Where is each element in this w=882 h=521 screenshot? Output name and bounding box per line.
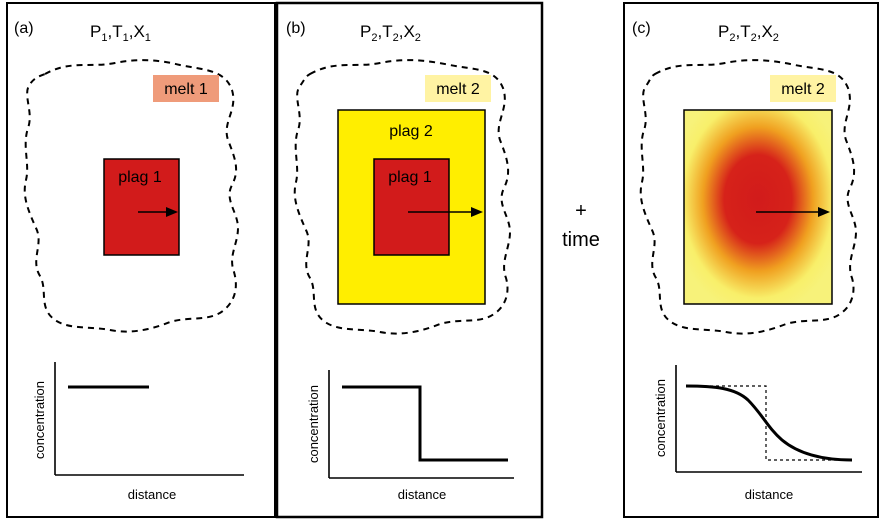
xlabel-b: distance	[398, 487, 446, 502]
panel-b-letter: (b)	[286, 20, 306, 37]
xlabel-c: distance	[745, 487, 793, 502]
melt-2-label-b: melt 2	[436, 81, 480, 98]
concentration-graph-a: distance concentration	[32, 362, 244, 502]
melt-2-label-box-b	[425, 75, 491, 102]
plus-sign: +	[575, 200, 587, 222]
plag-2-label: plag 2	[389, 123, 433, 140]
plag-1-label-a: plag 1	[118, 169, 162, 186]
plag-1-label-b: plag 1	[388, 169, 432, 186]
panel-b: (b) P2,T2,X2 melt 2 plag 2 plag 1 distan…	[275, 1, 544, 519]
melt-boundary-c	[639, 59, 858, 335]
panel-c-conditions: P2,T2,X2	[718, 22, 779, 44]
melt-1-label-box	[153, 75, 219, 102]
panel-b-conditions: P2,T2,X2	[360, 22, 421, 44]
profile-line-c	[685, 384, 853, 462]
ylabel-a: concentration	[32, 381, 47, 459]
ylabel-b: concentration	[306, 385, 321, 463]
time-annotation: + time	[562, 200, 600, 251]
profile-arrow-a	[138, 207, 178, 217]
time-label: time	[562, 229, 600, 251]
panel-a-frame	[6, 2, 276, 518]
plag-1-crystal-a	[103, 158, 180, 256]
profile-arrow-b	[408, 207, 483, 217]
panel-c: (c) P2,T2,X2 melt 2 distance concentrati…	[623, 2, 879, 518]
melt-1-label: melt 1	[164, 81, 208, 98]
profile-arrow-c	[756, 207, 830, 217]
diffused-crystal	[683, 109, 833, 305]
concentration-graph-c: distance concentration	[653, 365, 862, 502]
melt-boundary-b	[293, 59, 512, 335]
concentration-graph-b: distance concentration	[306, 370, 514, 502]
panel-a-letter: (a)	[14, 20, 34, 37]
melt-boundary-a	[23, 59, 240, 333]
panel-a-conditions: P1,T1,X1	[90, 22, 151, 44]
xlabel-a: distance	[128, 487, 176, 502]
panel-c-letter: (c)	[632, 20, 651, 37]
ylabel-c: concentration	[653, 379, 668, 457]
panel-a: (a) P1,T1,X1 melt 1 plag 1 distance conc…	[6, 2, 276, 518]
plag-1-core-b	[373, 158, 450, 256]
profile-line-b	[342, 385, 508, 462]
melt-2-label-c: melt 2	[781, 81, 825, 98]
melt-2-label-box-c	[770, 75, 836, 102]
